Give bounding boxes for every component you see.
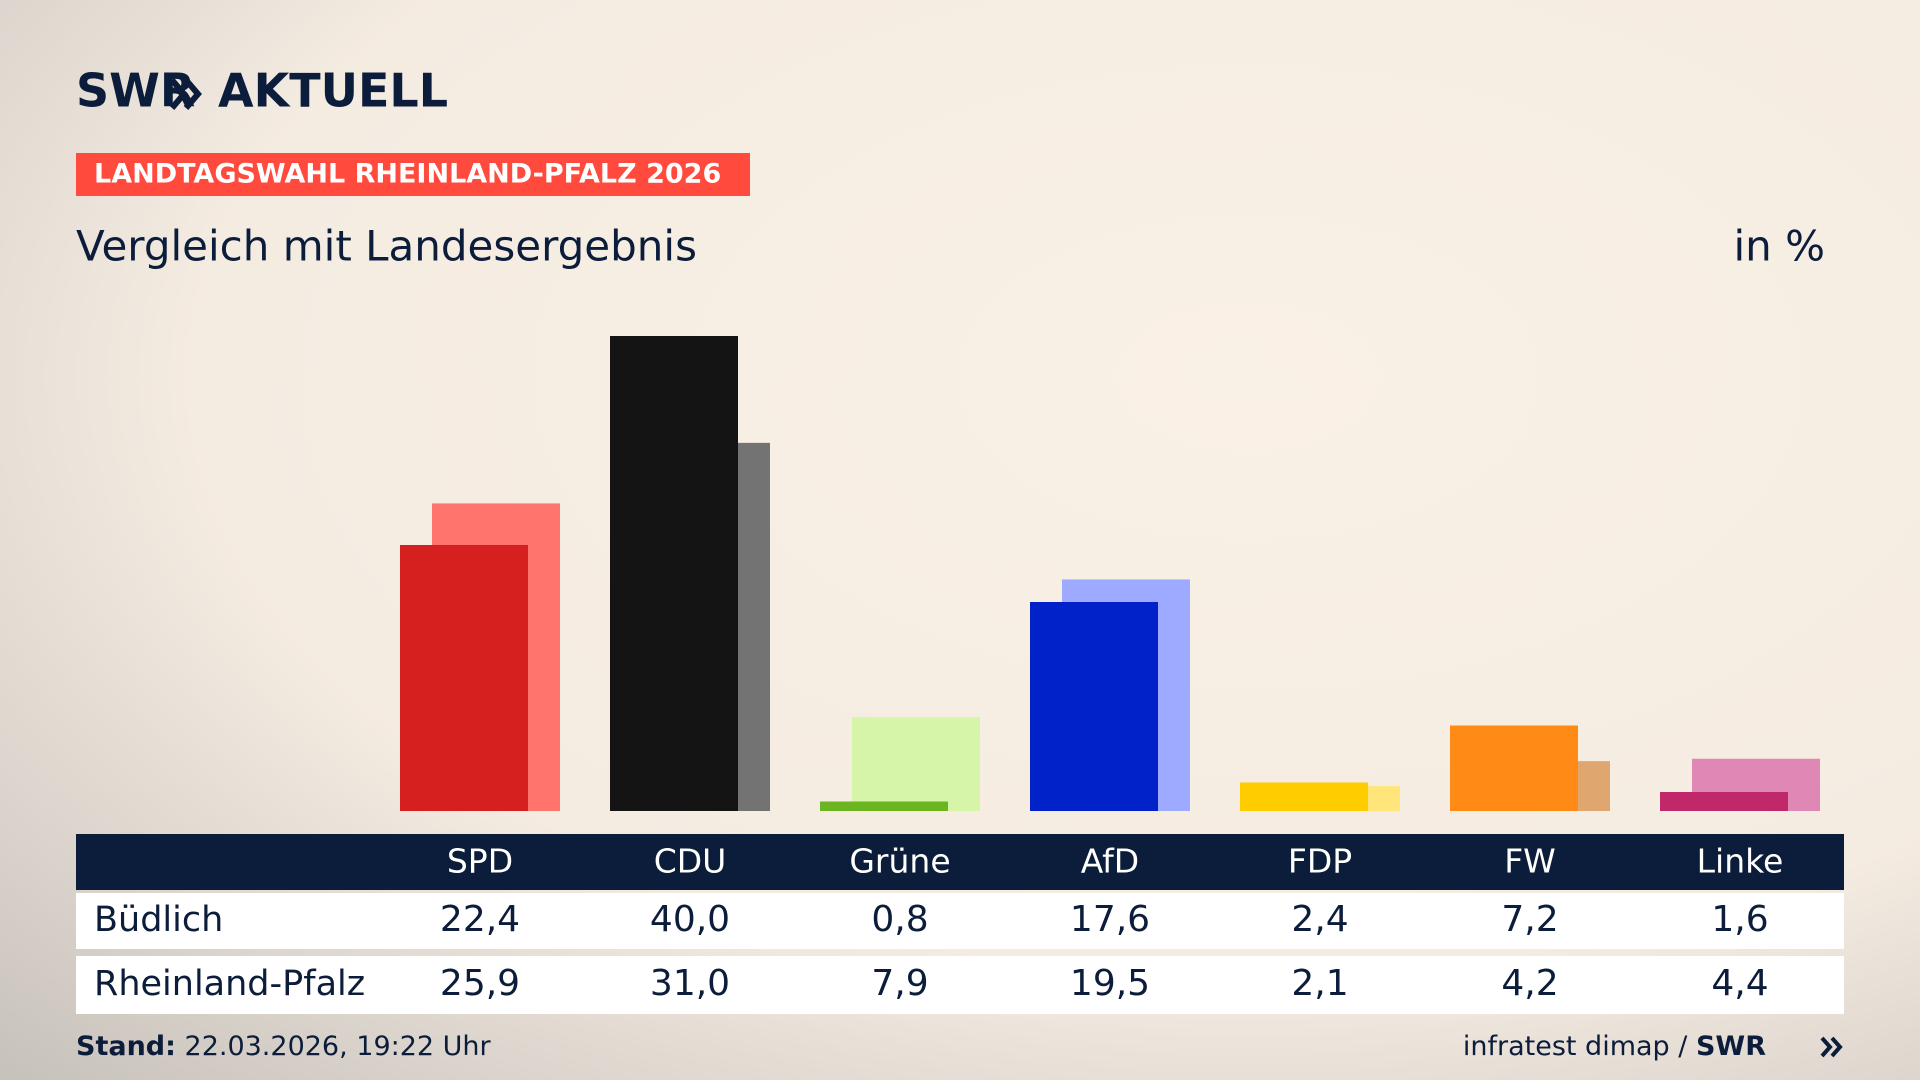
- bar: [1660, 792, 1788, 811]
- category-label: FDP: [1288, 842, 1352, 881]
- category-label: Grüne: [849, 842, 950, 881]
- source-brand: SWR: [1696, 1031, 1766, 1062]
- brand-suffix: AKTUELL: [218, 64, 448, 118]
- value-label: 17,6: [1070, 899, 1150, 940]
- value-label: 7,2: [1501, 899, 1558, 940]
- value-label: 22,4: [440, 899, 520, 940]
- row-label: Rheinland-Pfalz: [94, 964, 365, 1004]
- value-label: 25,9: [440, 963, 520, 1004]
- row-label: Büdlich: [94, 900, 223, 940]
- bar: [400, 545, 528, 811]
- source: infratest dimap / SWR: [1463, 1031, 1766, 1062]
- tag-box: [76, 153, 750, 196]
- category-label: CDU: [654, 842, 727, 881]
- value-label: 31,0: [650, 963, 730, 1004]
- category-label: FW: [1504, 842, 1556, 881]
- footer: Stand: 22.03.2026, 19:22 Uhr: [76, 1031, 492, 1062]
- table-row: [76, 893, 1844, 949]
- source-chevrons: [1820, 1036, 1843, 1058]
- category-label: Linke: [1697, 842, 1784, 881]
- table-row: [76, 956, 1844, 1014]
- value-label: 19,5: [1070, 963, 1150, 1004]
- category-label: AfD: [1081, 842, 1139, 881]
- bar: [1240, 782, 1368, 811]
- value-label: 2,4: [1291, 899, 1348, 940]
- value-label: 1,6: [1711, 899, 1768, 940]
- bar: [852, 717, 980, 811]
- bar: [610, 336, 738, 811]
- value-label: 40,0: [650, 899, 730, 940]
- bar: [1030, 602, 1158, 811]
- bar: [1450, 725, 1578, 811]
- stand-label: Stand:: [76, 1031, 176, 1062]
- tag: LANDTAGSWAHL RHEINLAND-PFALZ 2026: [94, 159, 721, 190]
- table-header: [76, 834, 1844, 890]
- category-label: SPD: [447, 842, 513, 881]
- brand-chevrons: [169, 78, 202, 110]
- unit: in %: [1733, 222, 1825, 271]
- value-label: 0,8: [871, 899, 928, 940]
- stand: 22.03.2026, 19:22 Uhr: [185, 1031, 492, 1062]
- bar: [820, 801, 948, 811]
- value-label: 4,2: [1501, 963, 1558, 1004]
- source-text: infratest dimap /: [1463, 1031, 1688, 1062]
- value-label: 4,4: [1711, 963, 1768, 1004]
- value-label: 2,1: [1291, 963, 1348, 1004]
- chart-title: Vergleich mit Landesergebnis: [76, 222, 697, 271]
- value-label: 7,9: [871, 963, 928, 1004]
